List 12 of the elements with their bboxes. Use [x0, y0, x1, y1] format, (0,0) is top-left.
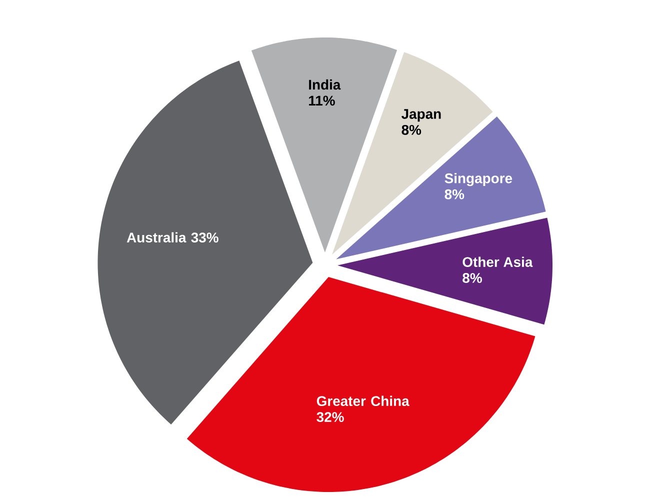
slice-label: India	[309, 79, 341, 90]
slice-label: Australia	[126, 232, 186, 243]
data-label: 8%	[444, 189, 464, 200]
data-label: 33%	[191, 232, 218, 243]
slice-label: Singapore	[444, 173, 512, 186]
data-label: 8%	[402, 124, 422, 135]
data-label: 8%	[462, 273, 482, 283]
slice-label: Other Asia	[462, 256, 533, 267]
slice-label: Japan	[402, 109, 441, 122]
data-label: 11%	[309, 96, 335, 106]
data-label: 32%	[316, 412, 344, 422]
slice-label: Greater China	[316, 396, 410, 406]
